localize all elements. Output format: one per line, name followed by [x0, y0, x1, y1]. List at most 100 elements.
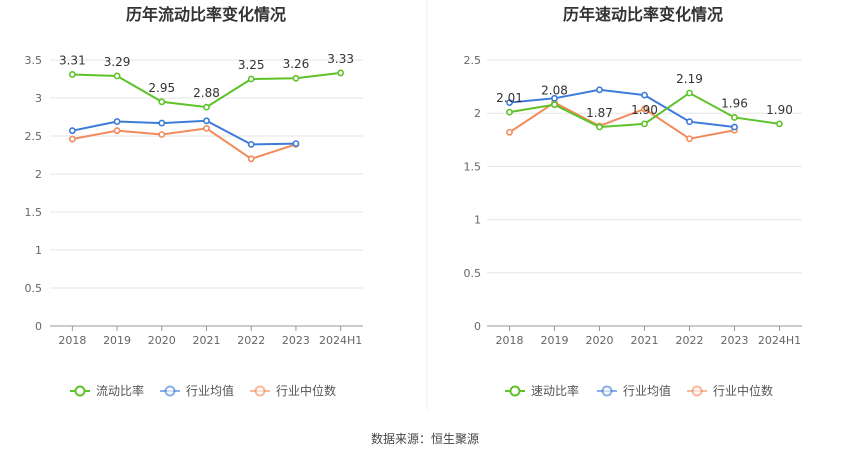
y-tick-label: 1.5 — [464, 160, 482, 173]
legend-marker — [691, 385, 703, 397]
data-point-primary — [68, 71, 76, 78]
data-label: 2.88 — [193, 86, 220, 100]
legend-label: 流动比率 — [96, 383, 144, 398]
data-point-avg — [158, 119, 166, 127]
legend-item-median[interactable]: 行业中位数 — [687, 383, 773, 398]
chart-title: 历年流动比率变化情况 — [126, 5, 286, 24]
legend-label: 速动比率 — [531, 383, 579, 398]
legend-marker — [509, 385, 521, 397]
data-point-avg — [506, 99, 513, 106]
data-point-avg — [113, 118, 121, 125]
data-point-median — [203, 124, 210, 132]
series-line-median — [508, 101, 735, 140]
data-point-primary — [247, 75, 255, 83]
x-tick-label: 2020 — [148, 334, 176, 347]
data-label: 3.25 — [238, 58, 265, 72]
data-label: 3.29 — [104, 55, 131, 69]
data-point-primary — [337, 69, 345, 77]
data-point-primary — [686, 89, 693, 97]
x-tick-label: 2023 — [282, 334, 310, 347]
data-point-median — [68, 135, 76, 143]
data-point-avg — [247, 140, 255, 148]
legend-marker — [164, 385, 176, 397]
data-point-avg — [203, 117, 210, 125]
data-point-avg — [68, 127, 76, 135]
legend-marker — [74, 385, 86, 397]
legend-item-avg[interactable]: 行业均值 — [597, 383, 671, 398]
data-label: 3.26 — [283, 57, 310, 71]
data-point-median — [113, 127, 121, 135]
x-tick-label: 2024H1 — [758, 334, 801, 347]
x-tick-label: 2022 — [676, 334, 704, 347]
data-point-primary — [596, 123, 603, 131]
y-tick-label: 2 — [474, 107, 481, 120]
y-tick-label: 0 — [35, 320, 42, 333]
x-tick-label: 2019 — [541, 334, 569, 347]
data-point-primary — [776, 120, 783, 128]
data-point-avg — [731, 123, 738, 131]
chart-title: 历年速动比率变化情况 — [563, 5, 723, 24]
data-point-primary — [113, 72, 121, 80]
y-tick-label: 3 — [35, 92, 42, 105]
legend-item-avg[interactable]: 行业均值 — [160, 383, 234, 398]
data-point-median — [506, 128, 513, 136]
x-tick-label: 2021 — [631, 334, 659, 347]
legend-marker — [601, 385, 613, 397]
legend-item-primary[interactable]: 速动比率 — [505, 383, 579, 398]
y-tick-label: 2 — [35, 168, 42, 181]
data-label: 2.08 — [541, 84, 568, 98]
data-point-primary — [203, 103, 210, 111]
data-point-primary — [731, 114, 738, 121]
series-line-avg — [72, 119, 296, 146]
data-point-primary — [551, 101, 558, 109]
y-tick-label: 0.5 — [464, 267, 482, 280]
x-tick-label: 2023 — [721, 334, 749, 347]
series-line-median — [72, 127, 297, 160]
data-point-avg — [686, 118, 693, 126]
data-point-avg — [551, 94, 558, 102]
series-line-avg — [509, 88, 735, 129]
y-tick-label: 2.5 — [25, 130, 43, 143]
legend-label: 行业均值 — [186, 383, 234, 398]
x-tick-label: 2018 — [58, 334, 86, 347]
data-label: 2.01 — [496, 91, 523, 105]
y-tick-label: 0 — [474, 320, 481, 333]
y-tick-label: 1.5 — [25, 206, 43, 219]
legend-marker — [254, 385, 266, 397]
current-ratio-chart: 历年流动比率变化情况 0 0.5 1 1.5 2 2.5 3 3.5 2018 2019 2020 20… — [25, 5, 363, 398]
data-label: 1.90 — [766, 103, 793, 117]
data-point-primary — [506, 108, 513, 116]
data-point-primary — [641, 120, 648, 128]
data-point-median — [641, 105, 648, 113]
data-point-primary — [158, 98, 166, 106]
data-label: 2.95 — [148, 81, 175, 95]
y-tick-label: 3.5 — [25, 54, 43, 67]
data-label: 3.31 — [59, 53, 86, 67]
x-tick-label: 2019 — [103, 334, 131, 347]
data-point-avg — [292, 140, 300, 147]
data-label: 1.96 — [721, 96, 748, 110]
x-tick-label: 2020 — [586, 334, 614, 347]
legend-item-primary[interactable]: 流动比率 — [70, 383, 144, 398]
data-point-avg — [641, 91, 648, 99]
data-point-median — [686, 135, 693, 143]
legend-item-median[interactable]: 行业中位数 — [250, 383, 336, 398]
data-point-median — [158, 131, 166, 138]
x-tick-label: 2018 — [496, 334, 524, 347]
data-label: 1.87 — [586, 106, 613, 120]
data-label: 2.19 — [676, 72, 703, 86]
y-tick-label: 2.5 — [464, 54, 482, 67]
y-tick-label: 0.5 — [25, 282, 43, 295]
legend-label: 行业中位数 — [276, 383, 336, 398]
data-label: 3.33 — [327, 52, 354, 66]
data-point-primary — [292, 74, 300, 82]
source-label: 数据来源：恒生聚源 — [371, 431, 479, 446]
data-point-median — [247, 155, 255, 163]
data-label: 1.90 — [631, 103, 658, 117]
data-point-avg — [596, 86, 603, 94]
y-tick-label: 1 — [35, 244, 42, 257]
x-tick-label: 2024H1 — [319, 334, 362, 347]
legend-label: 行业中位数 — [713, 383, 773, 398]
y-tick-label: 1 — [474, 214, 481, 227]
